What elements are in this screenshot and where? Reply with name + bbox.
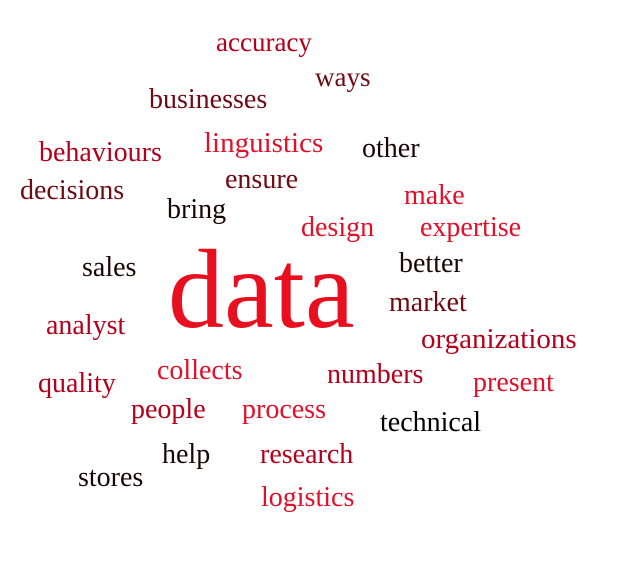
word-ensure: ensure	[225, 164, 299, 195]
word-decisions: decisions	[20, 175, 125, 206]
word-help: help	[162, 439, 211, 470]
word-market: market	[389, 287, 467, 318]
word-accuracy: accuracy	[216, 27, 312, 57]
word-logistics: logistics	[261, 482, 355, 513]
word-process: process	[242, 394, 326, 425]
word-stores: stores	[78, 462, 144, 493]
word-businesses: businesses	[149, 84, 268, 115]
word-collects: collects	[157, 355, 243, 386]
word-other: other	[362, 133, 420, 164]
word-sales: sales	[82, 252, 137, 283]
word-numbers: numbers	[327, 359, 424, 390]
word-technical: technical	[380, 407, 482, 438]
word-quality: quality	[38, 368, 116, 399]
word-linguistics: linguistics	[204, 127, 324, 159]
word-bring: bring	[167, 194, 227, 225]
word-behaviours: behaviours	[39, 137, 162, 168]
word-ways: ways	[315, 62, 371, 92]
word-analyst: analyst	[46, 310, 126, 341]
word-data: data	[168, 228, 355, 352]
word-better: better	[399, 248, 463, 279]
word-organizations: organizations	[421, 323, 577, 355]
word-expertise: expertise	[420, 212, 522, 243]
word-make: make	[404, 180, 465, 211]
word-people: people	[131, 394, 206, 425]
word-present: present	[473, 367, 554, 398]
word-research: research	[260, 439, 354, 470]
word-design: design	[301, 212, 375, 243]
